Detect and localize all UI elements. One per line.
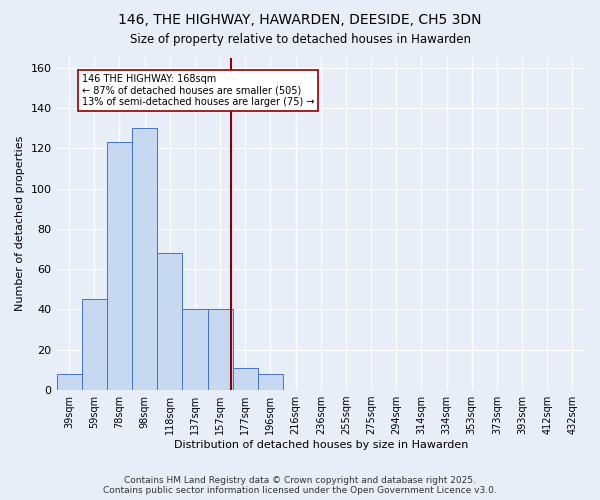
- Bar: [233, 368, 258, 390]
- Bar: [258, 374, 283, 390]
- Y-axis label: Number of detached properties: Number of detached properties: [15, 136, 25, 312]
- Text: 146, THE HIGHWAY, HAWARDEN, DEESIDE, CH5 3DN: 146, THE HIGHWAY, HAWARDEN, DEESIDE, CH5…: [118, 12, 482, 26]
- X-axis label: Distribution of detached houses by size in Hawarden: Distribution of detached houses by size …: [173, 440, 468, 450]
- Text: 146 THE HIGHWAY: 168sqm
← 87% of detached houses are smaller (505)
13% of semi-d: 146 THE HIGHWAY: 168sqm ← 87% of detache…: [82, 74, 314, 107]
- Bar: [208, 310, 233, 390]
- Bar: [182, 310, 208, 390]
- Text: Contains HM Land Registry data © Crown copyright and database right 2025.
Contai: Contains HM Land Registry data © Crown c…: [103, 476, 497, 495]
- Text: Size of property relative to detached houses in Hawarden: Size of property relative to detached ho…: [130, 32, 470, 46]
- Bar: [132, 128, 157, 390]
- Bar: [82, 300, 107, 390]
- Bar: [157, 253, 182, 390]
- Bar: [56, 374, 82, 390]
- Bar: [107, 142, 132, 390]
